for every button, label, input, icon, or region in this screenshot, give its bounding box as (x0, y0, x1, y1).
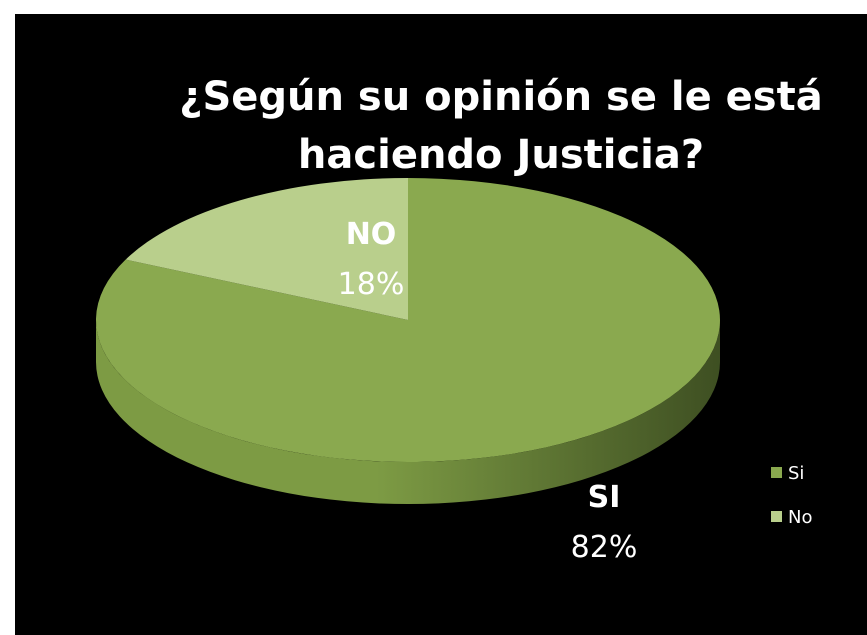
legend-label-no: No (788, 507, 812, 528)
pie-slice-si[interactable] (95, 178, 720, 462)
pie-side-wall (96, 320, 720, 504)
chart-title-line-1: ¿Según su opinión se le está (179, 74, 822, 120)
legend-swatch-si (771, 467, 782, 478)
slice-percent-no: 18% (338, 267, 405, 302)
legend-swatch-no (771, 511, 782, 522)
slice-percent-si: 82% (571, 530, 638, 565)
chart-frame: ¿Según su opinión se le está haciendo Ju… (15, 14, 867, 635)
legend-label-si: Si (788, 463, 804, 484)
legend: Si No (771, 463, 812, 528)
slice-label-no: NO (346, 217, 397, 252)
slice-label-si: SI (588, 480, 621, 515)
chart-title-line-2: haciendo Justicia? (298, 132, 704, 178)
pie-slice-no[interactable] (125, 178, 408, 320)
pie-chart: ¿Según su opinión se le está haciendo Ju… (95, 74, 823, 565)
